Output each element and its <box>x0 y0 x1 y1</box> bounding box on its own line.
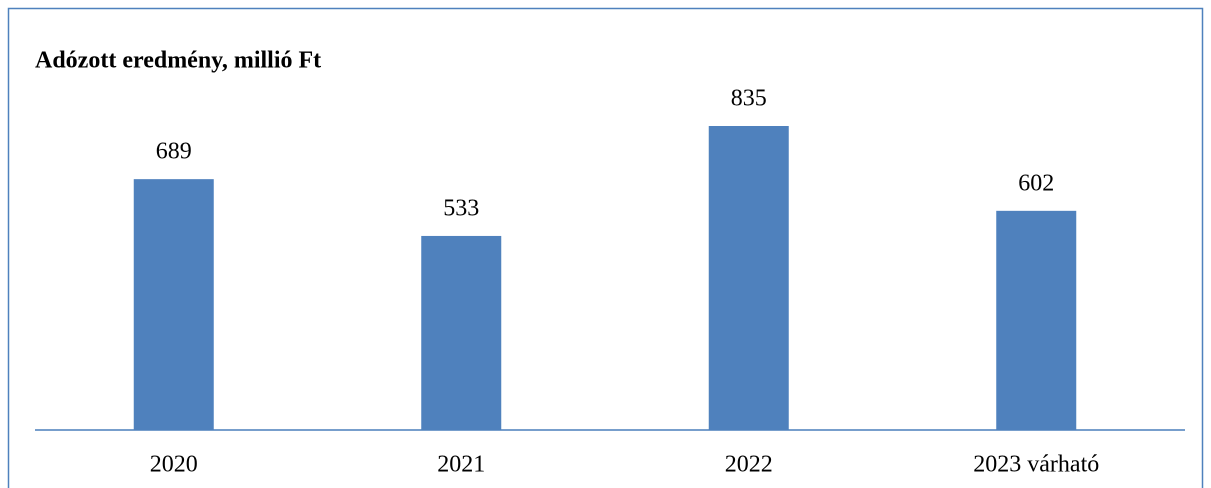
x-tick-label: 2021 <box>437 452 485 478</box>
data-label: 835 <box>731 86 767 112</box>
x-tick-label: 2023 várható <box>973 452 1099 478</box>
data-label: 689 <box>156 139 192 165</box>
bar <box>133 179 214 430</box>
frame <box>7 7 1204 488</box>
bar <box>421 235 502 430</box>
bar <box>996 210 1077 430</box>
bar <box>708 126 789 430</box>
x-tick-label: 2022 <box>725 452 773 478</box>
data-label: 533 <box>443 195 479 221</box>
chart-title: Adózott eredmény, millió Ft <box>35 48 321 74</box>
x-tick-label: 2020 <box>150 452 198 478</box>
data-label: 602 <box>1018 170 1054 196</box>
